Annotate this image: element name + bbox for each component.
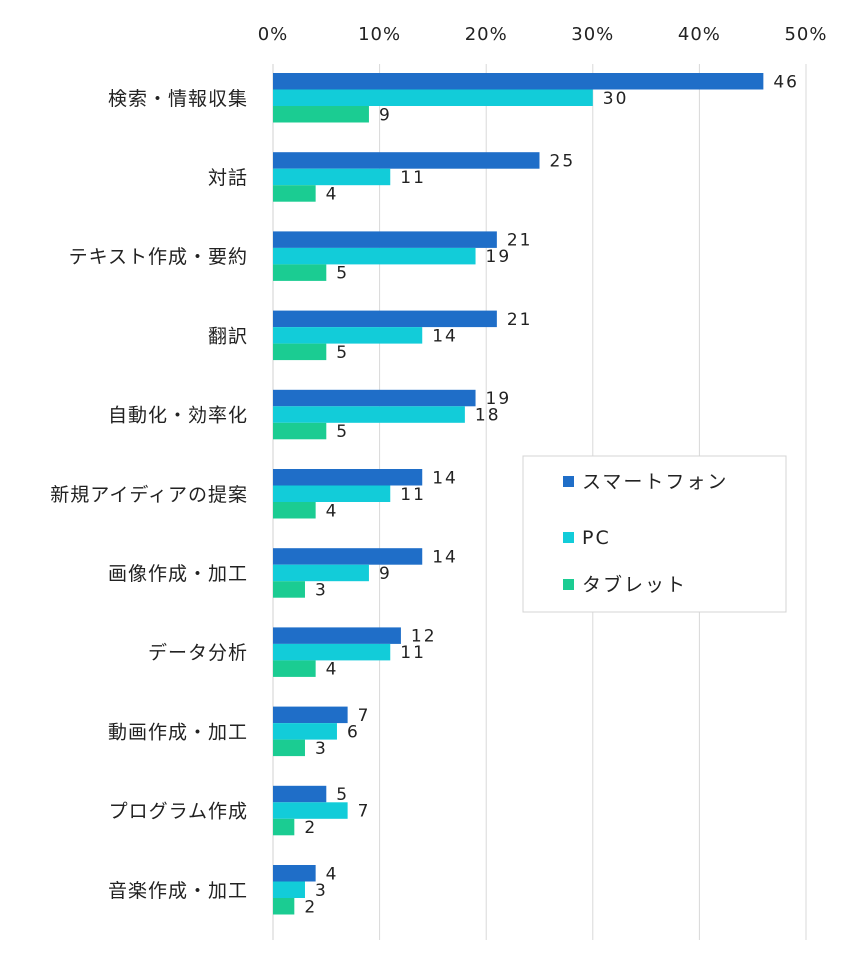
data-label: 3 <box>315 580 328 600</box>
data-label: 19 <box>486 389 512 409</box>
legend-swatch <box>563 476 574 487</box>
bar <box>273 106 369 123</box>
x-tick-label: 10% <box>358 24 401 45</box>
bar <box>273 247 476 265</box>
x-tick-label: 0% <box>258 24 289 45</box>
x-tick-label: 30% <box>571 24 614 45</box>
data-label: 3 <box>315 739 328 759</box>
data-label: 2 <box>304 897 317 917</box>
bar <box>273 706 348 724</box>
legend-label: スマートフォン <box>582 471 728 493</box>
bar <box>273 723 337 740</box>
data-label: 9 <box>379 564 392 584</box>
category-label: 対話 <box>208 167 248 189</box>
category-label: プログラム作成 <box>109 801 248 823</box>
data-label: 14 <box>432 326 458 346</box>
bar <box>273 865 316 882</box>
bar <box>273 502 316 519</box>
data-label: 18 <box>475 406 501 426</box>
bar <box>273 802 348 819</box>
data-label: 4 <box>326 501 339 521</box>
category-label: 翻訳 <box>208 325 248 347</box>
bar <box>273 469 423 486</box>
data-label: 46 <box>773 72 799 92</box>
bar <box>273 739 305 757</box>
x-tick-label: 20% <box>465 24 508 45</box>
data-label: 14 <box>432 547 458 567</box>
data-label: 3 <box>315 881 328 901</box>
x-axis-tick-labels: 0% 10% 20% 30% 40% 50% <box>258 24 827 45</box>
bar <box>273 89 593 106</box>
category-label: 画像作成・加工 <box>108 563 248 585</box>
category-label: データ分析 <box>148 642 248 664</box>
bar <box>273 660 316 677</box>
data-label: 12 <box>411 627 437 647</box>
bar <box>273 564 369 582</box>
bar <box>273 73 764 90</box>
data-label: 5 <box>336 264 349 284</box>
data-label: 5 <box>336 343 349 363</box>
data-label: 6 <box>347 722 360 742</box>
data-label: 2 <box>304 818 317 838</box>
category-label: 動画作成・加工 <box>108 721 248 743</box>
bar <box>273 881 305 898</box>
bar <box>273 422 327 440</box>
category-label: 自動化・効率化 <box>108 405 248 427</box>
category-label: 音楽作成・加工 <box>108 880 248 902</box>
data-label: 30 <box>603 89 629 109</box>
data-labels: 4630925114211952114519185141141493121147… <box>304 72 799 917</box>
data-label: 4 <box>326 660 339 680</box>
bar <box>273 581 305 598</box>
bar <box>273 898 295 915</box>
category-label: 新規アイディアの提案 <box>50 484 248 506</box>
bars <box>273 73 764 915</box>
data-label: 25 <box>550 151 576 171</box>
data-label: 4 <box>326 864 339 884</box>
legend-swatch <box>563 532 574 543</box>
bar <box>273 152 540 169</box>
data-label: 9 <box>379 105 392 125</box>
bar <box>273 310 497 328</box>
category-labels: 検索・情報収集対話テキスト作成・要約翻訳自動化・効率化新規アイディアの提案画像作… <box>50 88 248 902</box>
legend: スマートフォン PC タブレット <box>522 455 787 613</box>
data-label: 5 <box>336 785 349 805</box>
bar <box>273 643 391 661</box>
data-label: 14 <box>432 468 458 488</box>
bar <box>273 231 497 248</box>
data-label: 7 <box>358 706 371 726</box>
legend-label: タブレット <box>582 573 687 596</box>
data-label: 7 <box>358 802 371 822</box>
x-tick-label: 40% <box>678 24 721 45</box>
category-label: テキスト作成・要約 <box>69 246 248 268</box>
bar <box>273 406 465 423</box>
x-tick-label: 50% <box>784 24 827 45</box>
bar <box>273 185 316 202</box>
data-label: 19 <box>486 247 512 267</box>
legend-label: PC <box>582 527 611 549</box>
category-label: 検索・情報収集 <box>108 88 248 110</box>
data-label: 11 <box>400 485 426 505</box>
bar <box>273 485 391 502</box>
data-label: 4 <box>326 184 339 204</box>
bar <box>273 548 423 565</box>
data-label: 11 <box>400 643 426 663</box>
data-label: 11 <box>400 168 426 188</box>
bar <box>273 168 391 186</box>
data-label: 5 <box>336 422 349 442</box>
data-label: 21 <box>507 310 533 330</box>
bar <box>273 264 327 281</box>
data-label: 21 <box>507 231 533 251</box>
bar <box>273 343 327 361</box>
legend-swatch <box>563 579 574 590</box>
bar <box>273 818 295 836</box>
bar <box>273 389 476 407</box>
bar <box>273 327 423 344</box>
bar <box>273 627 401 644</box>
bar <box>273 785 327 803</box>
